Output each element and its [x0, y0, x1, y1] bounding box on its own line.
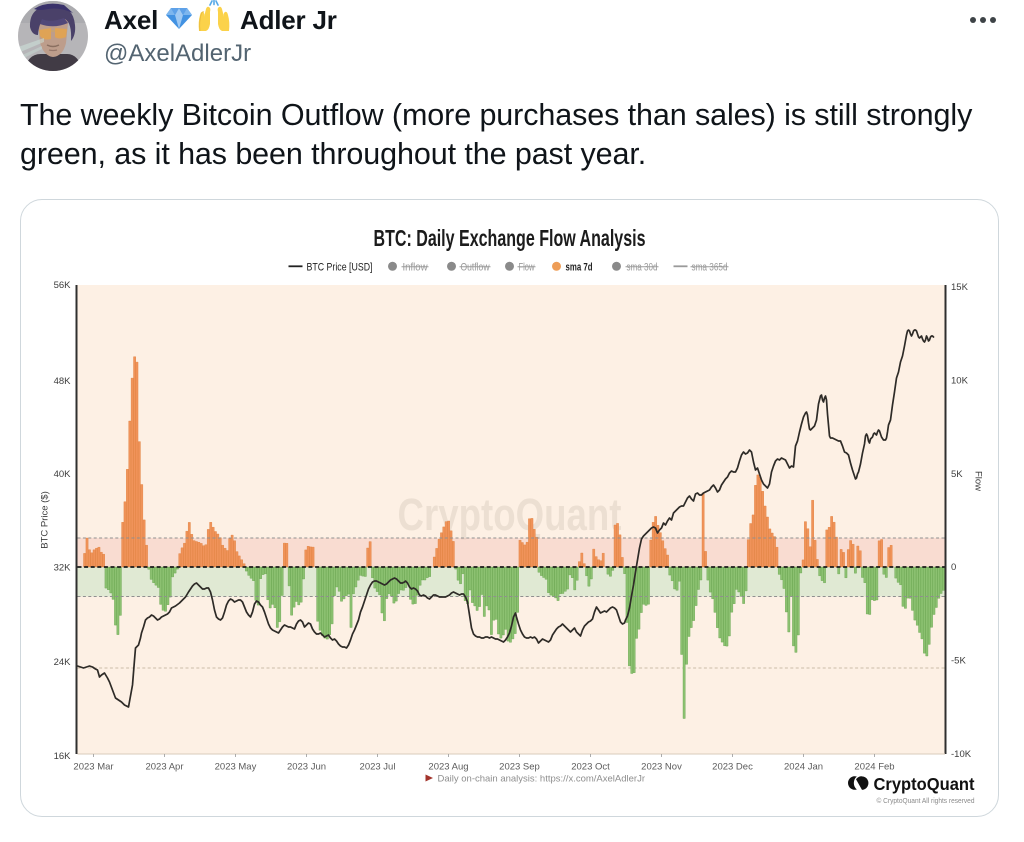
svg-text:2024 Jan: 2024 Jan	[783, 762, 822, 773]
svg-text:2023 May: 2023 May	[214, 762, 256, 773]
svg-text:10K: 10K	[951, 376, 969, 387]
svg-text:32K: 32K	[53, 563, 71, 574]
svg-text:BTC Price ($): BTC Price ($)	[39, 491, 50, 549]
svg-text:16K: 16K	[53, 751, 71, 762]
svg-text:2023 Mar: 2023 Mar	[73, 762, 113, 773]
svg-text:2024 Feb: 2024 Feb	[854, 762, 894, 773]
svg-text:2023 Dec: 2023 Dec	[712, 762, 753, 773]
svg-text:Daily on-chain analysis: https: Daily on-chain analysis: https://x.com/A…	[437, 774, 645, 785]
svg-text:2023 Sep: 2023 Sep	[499, 762, 540, 773]
svg-text:sma 7d: sma 7d	[565, 261, 592, 273]
svg-text:BTC Price [USD]: BTC Price [USD]	[306, 261, 372, 273]
svg-text:2023 Aug: 2023 Aug	[428, 762, 468, 773]
svg-text:2023 Oct: 2023 Oct	[571, 762, 610, 773]
svg-text:5K: 5K	[951, 469, 963, 480]
svg-text:© CryptoQuant All rights reser: © CryptoQuant All rights reserved	[876, 796, 974, 805]
svg-text:40K: 40K	[53, 469, 71, 480]
svg-text:0: 0	[951, 562, 956, 573]
svg-text:BTC: Daily Exchange Flow Analy: BTC: Daily Exchange Flow Analysis	[373, 225, 645, 251]
svg-text:2023 Nov: 2023 Nov	[641, 762, 682, 773]
svg-text:-5K: -5K	[951, 656, 966, 667]
svg-text:CryptoQuant: CryptoQuant	[873, 774, 974, 794]
svg-text:56K: 56K	[53, 280, 71, 291]
svg-text:2023 Apr: 2023 Apr	[145, 762, 183, 773]
svg-text:15K: 15K	[951, 282, 969, 293]
svg-text:-10K: -10K	[951, 749, 972, 760]
svg-text:2023 Jul: 2023 Jul	[359, 762, 395, 773]
svg-text:24K: 24K	[53, 657, 71, 668]
svg-text:Flow: Flow	[972, 471, 983, 491]
svg-text:2023 Jun: 2023 Jun	[286, 762, 325, 773]
svg-text:CryptoQuant: CryptoQuant	[397, 489, 621, 540]
svg-text:48K: 48K	[53, 376, 71, 387]
